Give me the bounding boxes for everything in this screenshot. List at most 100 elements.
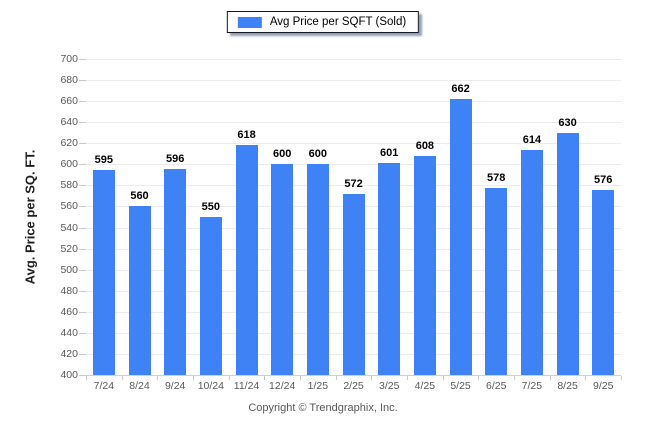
x-tick-mark — [86, 376, 87, 380]
bar-group: 600 — [264, 59, 300, 375]
y-axis-title: Avg. Price per SQ. FT. — [22, 149, 38, 285]
y-tick-mark — [79, 101, 86, 103]
x-tick-mark — [157, 376, 158, 380]
bar-value-label: 595 — [94, 153, 114, 166]
bar-value-label: 608 — [415, 139, 435, 152]
bar-value-label: 630 — [558, 116, 577, 129]
bar — [128, 206, 151, 375]
y-tick-label: 700 — [60, 53, 78, 65]
x-tick-mark — [407, 376, 408, 380]
gridline — [86, 80, 621, 82]
y-tick-label: 520 — [60, 242, 78, 255]
x-tick-label: 7/24 — [93, 380, 115, 392]
y-tick-label: 640 — [60, 116, 78, 129]
gridline — [86, 59, 621, 60]
bars-row: 595 560 596 550 618 600 600 572 601 608 662 578 614 6… — [86, 59, 621, 375]
x-tick-mark — [443, 376, 444, 380]
copyright-text: Copyright © Trendgraphix, Inc. — [248, 402, 398, 414]
y-tick-label: 560 — [60, 200, 78, 213]
y-tick-label: 680 — [60, 74, 78, 87]
y-tick-label: 540 — [60, 221, 78, 234]
x-tick-mark — [336, 376, 337, 380]
y-tick-label: 440 — [60, 326, 78, 339]
y-tick-label: 400 — [60, 369, 78, 381]
bar-value-label: 614 — [522, 133, 542, 146]
bar-group: 662 — [443, 59, 479, 375]
gridline — [86, 143, 621, 145]
y-tick-label: 660 — [60, 95, 78, 108]
y-tick-mark — [79, 290, 86, 292]
bar — [199, 217, 222, 375]
y-tick-label: 580 — [60, 179, 78, 192]
x-tick-label: 4/25 — [414, 380, 436, 392]
bar-group: 614 — [514, 59, 550, 375]
legend-label: Avg Price per SQFT (Sold) — [269, 16, 407, 28]
bar — [342, 193, 365, 375]
x-tick-mark — [514, 376, 515, 380]
x-tick-label: 2/25 — [343, 380, 364, 392]
bar — [378, 163, 401, 375]
y-tick-mark — [79, 311, 86, 313]
y-tick-mark — [79, 353, 86, 355]
gridline — [86, 122, 621, 124]
x-tick-mark — [371, 376, 372, 380]
y-tick-mark — [79, 375, 86, 376]
y-tick-mark — [79, 185, 86, 187]
x-tick-mark — [264, 376, 265, 380]
x-tick-mark — [478, 376, 479, 380]
x-tick-mark — [621, 376, 622, 380]
y-tick-label: 480 — [60, 284, 78, 297]
bar-value-label: 596 — [165, 152, 185, 165]
x-tick-label: 10/24 — [197, 380, 224, 392]
x-tick-mark — [122, 376, 123, 380]
x-tick-label: 8/24 — [129, 380, 150, 392]
bar-group: 630 — [550, 59, 586, 375]
legend-swatch-icon — [237, 16, 262, 28]
y-tick-mark — [79, 143, 86, 145]
bar — [556, 132, 579, 375]
y-tick-label: 620 — [60, 137, 78, 150]
bar-group: 572 — [336, 59, 372, 375]
x-tick-label: 3/25 — [378, 380, 400, 392]
plot-area: 595 560 596 550 618 600 600 572 601 608 662 578 614 6… — [86, 59, 621, 376]
bar-group: 608 — [407, 59, 443, 375]
bar — [92, 169, 115, 375]
gridline — [86, 101, 621, 103]
bar-value-label: 572 — [344, 177, 363, 190]
bar-value-label: 560 — [130, 190, 149, 203]
bar-value-label: 600 — [308, 148, 328, 161]
x-tick-mark — [550, 376, 551, 380]
y-tick-mark — [79, 269, 86, 271]
x-tick-label: 11/24 — [233, 380, 260, 392]
y-tick-mark — [79, 122, 86, 124]
y-tick-mark — [79, 332, 86, 334]
x-tick-mark — [585, 376, 586, 380]
x-tick-label: 1/25 — [307, 380, 329, 392]
y-tick-mark — [79, 80, 86, 82]
gridline — [86, 164, 621, 166]
y-tick-label: 460 — [60, 305, 78, 318]
y-tick-label: 500 — [60, 263, 78, 276]
bar-group: 560 — [122, 59, 158, 375]
bar-group: 618 — [229, 59, 265, 375]
y-tick-label: 600 — [60, 158, 78, 171]
bar-group: 595 — [86, 59, 122, 375]
bar — [164, 168, 187, 375]
bar-group: 578 — [478, 59, 514, 375]
y-tick-mark — [79, 164, 86, 166]
y-tick-mark — [79, 227, 86, 229]
bar — [413, 155, 436, 375]
y-tick-mark — [79, 59, 86, 60]
y-tick-mark — [79, 206, 86, 208]
bar-value-label: 618 — [237, 129, 256, 142]
bar-value-label: 600 — [273, 148, 292, 161]
legend: Avg Price per SQFT (Sold) — [226, 11, 420, 33]
bar — [271, 164, 294, 375]
bar-group: 550 — [193, 59, 229, 375]
x-tick-label: 12/24 — [269, 380, 296, 392]
gridline — [86, 185, 621, 187]
x-tick-mark — [300, 376, 301, 380]
bar — [235, 145, 258, 375]
x-axis-labels: 7/24 8/24 9/24 10/24 11/24 12/24 1/25 2/25 3/25 4… — [86, 380, 621, 392]
